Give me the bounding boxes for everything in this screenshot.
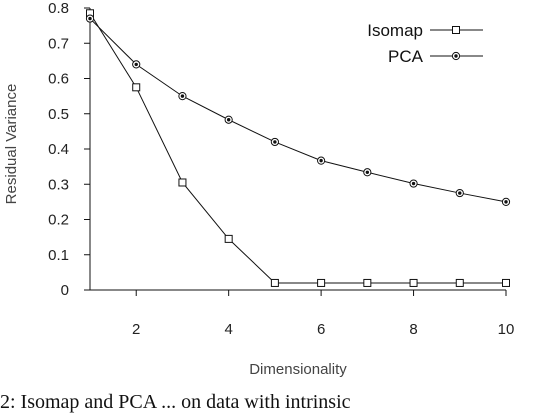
series-line-pca <box>89 18 507 203</box>
x-tick-label: 4 <box>224 321 232 338</box>
data-point-pca-dot <box>411 181 416 186</box>
y-tick-label: 0.7 <box>48 35 69 52</box>
legend-marker-isomap <box>452 26 460 34</box>
data-point-pca <box>317 156 326 165</box>
y-ticks: 0 0.1 0.2 0.3 0.4 0.5 0.6 0.7 0.8 <box>48 0 90 299</box>
data-point-pca-dot <box>458 191 462 195</box>
data-point-isomap <box>455 278 464 287</box>
x-tick-label: 8 <box>409 321 417 338</box>
x-tick-label: 6 <box>317 321 325 338</box>
y-tick-label: 0.2 <box>48 212 69 229</box>
data-point-isomap <box>270 278 279 287</box>
x-tick-label: 2 <box>132 321 140 338</box>
y-tick-label: 0.5 <box>48 106 69 123</box>
data-point-pca <box>409 179 418 188</box>
x-axis-title: Dimensionality <box>249 361 347 378</box>
data-point-pca-dot <box>319 158 323 163</box>
y-tick-label: 0.8 <box>48 0 69 17</box>
data-point-pca <box>363 168 372 177</box>
data-point-pca <box>85 14 95 23</box>
line-chart: 2 4 6 8 10 0 0.1 0.2 0.3 0.4 0.5 0.6 0.7 0.8 Dimensi… <box>3 0 514 378</box>
data-point-pca-dot <box>504 200 508 204</box>
legend-label-isomap: Isomap <box>367 21 423 40</box>
data-point-pca-dot <box>88 16 92 21</box>
axes <box>89 8 506 291</box>
series-line-isomap <box>89 13 506 284</box>
series-isomap <box>86 9 510 287</box>
data-point-pca <box>270 137 279 147</box>
data-point-isomap <box>178 178 187 187</box>
legend-marker-pca-dot <box>454 54 458 58</box>
x-tick-label: 10 <box>498 321 515 338</box>
data-point-isomap <box>363 278 372 287</box>
data-point-pca <box>501 197 511 206</box>
data-point-isomap <box>502 278 510 287</box>
data-point-pca-dot <box>180 94 185 98</box>
data-point-isomap <box>132 83 141 92</box>
legend-label-pca: PCA <box>388 47 424 66</box>
y-tick-label: 0.1 <box>48 247 69 264</box>
series-layer <box>85 9 511 287</box>
data-point-pca <box>455 188 464 198</box>
y-tick-label: 0.3 <box>48 176 69 193</box>
y-tick-label: 0.4 <box>48 141 69 158</box>
y-tick-label: 0.6 <box>48 71 69 88</box>
data-point-pca-dot <box>226 118 231 122</box>
x-ticks: 2 4 6 8 10 <box>132 290 514 338</box>
data-point-pca-dot <box>134 62 138 67</box>
data-point-pca <box>132 60 141 69</box>
data-point-pca <box>224 115 233 124</box>
data-point-pca <box>178 92 187 101</box>
y-axis-title: Residual Variance <box>3 84 20 205</box>
data-point-pca-dot <box>365 170 370 174</box>
legend-marker-pca <box>451 51 461 61</box>
figure-caption: 2: Isomap and PCA ... on data with intri… <box>0 391 351 413</box>
data-point-isomap <box>224 234 233 243</box>
data-point-isomap <box>317 278 326 287</box>
legend: Isomap PCA <box>367 21 483 66</box>
y-tick-label: 0 <box>61 282 69 299</box>
data-point-pca-dot <box>273 140 277 144</box>
data-point-isomap <box>409 278 418 287</box>
series-pca <box>85 14 511 206</box>
